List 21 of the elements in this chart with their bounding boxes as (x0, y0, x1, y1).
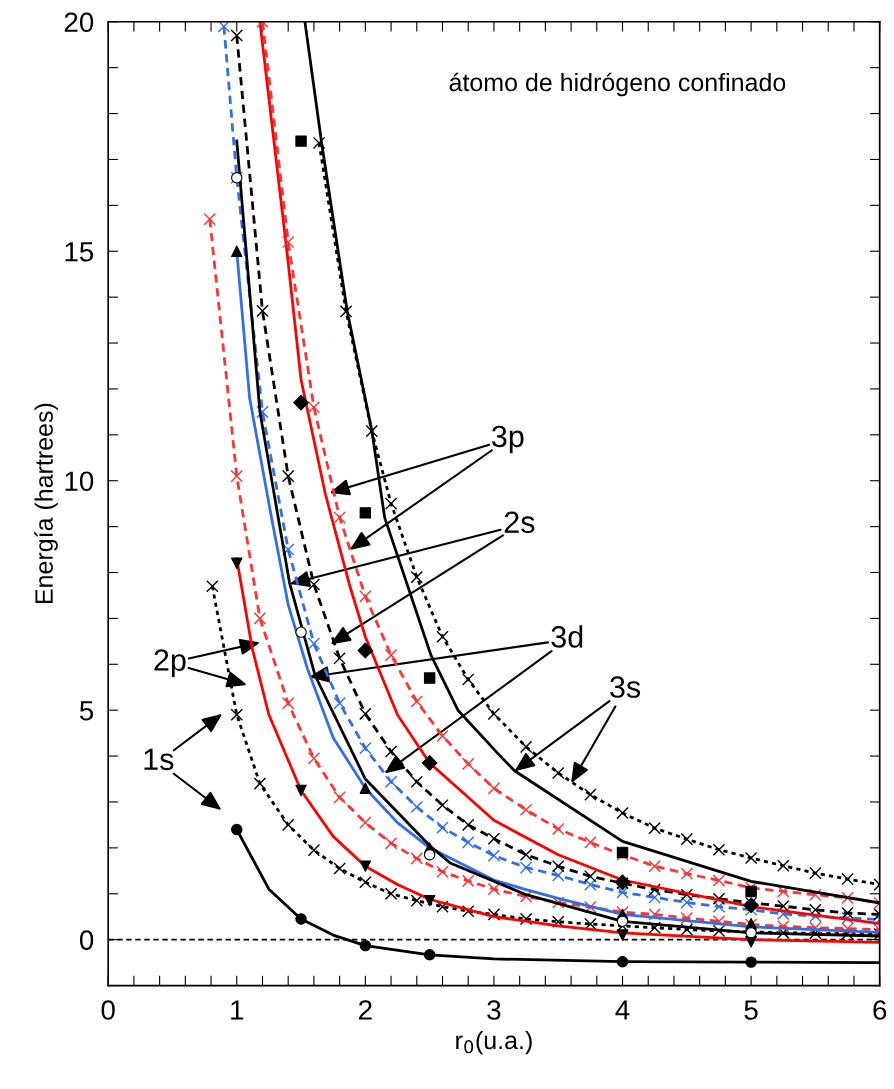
x-tick-label: 5 (744, 1000, 758, 1020)
x-tick-label: 3 (487, 1000, 501, 1020)
annotation: 2s (504, 511, 535, 534)
y-tick-label: 20 (64, 12, 94, 33)
annotation: 3s (610, 676, 641, 698)
x-tick-label: 6 (873, 1000, 887, 1020)
annotation: 3p (492, 425, 524, 454)
annotation: átomo de hidrógeno confinado (449, 72, 786, 97)
x-tick-label: 1 (231, 1000, 244, 1020)
y-tick-label: 5 (79, 701, 94, 721)
y-axis-title: Energía (hartrees) (34, 403, 58, 604)
x-axis-title: r$_{0}$(u.a.) (456, 1030, 532, 1055)
annotation: 3d (551, 625, 583, 648)
y-tick-label: 0 (79, 930, 94, 950)
x-tick-label: 2 (359, 1000, 372, 1020)
annotation: 1s (144, 748, 174, 771)
y-tick-label: 15 (65, 242, 94, 262)
x-tick-label: 4 (615, 1000, 630, 1020)
x-tick-label: 0 (101, 1000, 115, 1020)
y-tick-label: 10 (65, 471, 94, 492)
annotation: 2p (154, 649, 186, 677)
